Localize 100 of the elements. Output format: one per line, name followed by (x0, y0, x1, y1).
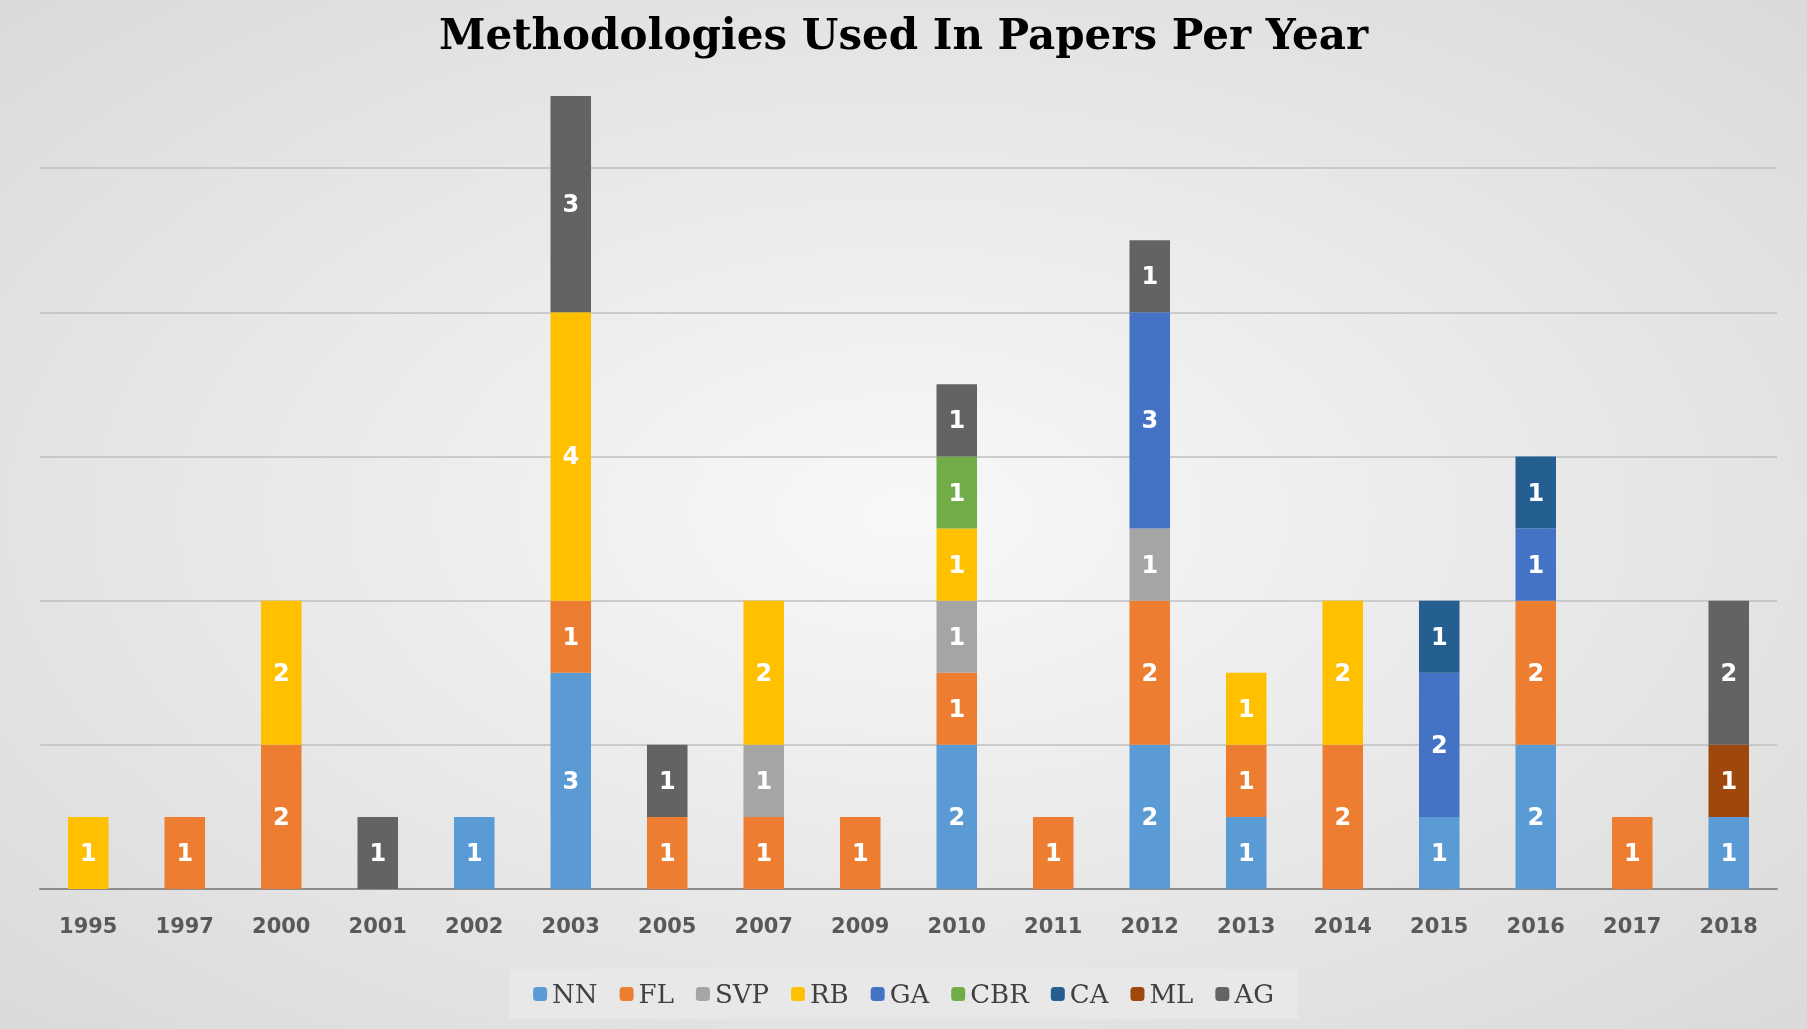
bar (1129, 744, 1171, 889)
bar (1515, 600, 1557, 745)
bar (1032, 816, 1074, 889)
x-tick-label: 2009 (831, 913, 890, 938)
bar (67, 816, 109, 889)
data-label: 1 (1720, 838, 1738, 867)
data-label: 2 (1334, 658, 1352, 687)
data-label: 1 (1623, 838, 1641, 867)
legend-label: SVP (714, 979, 769, 1009)
data-label: 2 (1527, 802, 1545, 831)
bar (1129, 312, 1171, 529)
bar (936, 384, 978, 457)
data-label: 3 (562, 766, 580, 795)
data-label: 1 (176, 838, 194, 867)
data-label: 1 (1237, 838, 1255, 867)
bar (453, 816, 495, 889)
x-tick-label: 2017 (1603, 913, 1662, 938)
data-label: 2 (1720, 658, 1738, 687)
x-tick-label: 2003 (541, 913, 600, 938)
legend-label: GA (889, 979, 931, 1009)
x-tick-label: 2002 (445, 913, 504, 938)
bar (1515, 456, 1557, 529)
bar (1129, 240, 1171, 313)
data-label: 2 (948, 802, 966, 831)
bar (1515, 528, 1557, 601)
bar (1322, 600, 1364, 745)
x-tick-label: 1995 (59, 913, 118, 938)
data-label: 2 (1430, 730, 1448, 759)
bar (1129, 528, 1171, 601)
data-label: 1 (1141, 262, 1159, 291)
bar (839, 816, 881, 889)
legend-label: ML (1149, 979, 1194, 1009)
bar (1708, 600, 1750, 745)
bar (260, 744, 302, 889)
x-tick-label: 2013 (1217, 913, 1276, 938)
x-tick-label: 2005 (638, 913, 697, 938)
data-label: 1 (1720, 766, 1738, 795)
x-tick-label: 2011 (1024, 913, 1083, 938)
bar (357, 816, 399, 889)
bar (936, 744, 978, 889)
data-label: 1 (1430, 622, 1448, 651)
data-label: 1 (948, 406, 966, 435)
data-label: 1 (562, 622, 580, 651)
legend-label: AG (1233, 979, 1274, 1009)
bar (936, 600, 978, 673)
bar (1515, 744, 1557, 889)
bar (1225, 816, 1267, 889)
data-label: 1 (1527, 550, 1545, 579)
legend-label: CA (1069, 979, 1110, 1009)
data-label: 2 (272, 802, 290, 831)
data-label: 3 (1141, 406, 1159, 435)
bar (550, 672, 592, 889)
data-label: 1 (79, 838, 97, 867)
data-label: 3 (562, 190, 580, 219)
bar (260, 600, 302, 745)
bar (550, 312, 592, 601)
x-tick-label: 2016 (1506, 913, 1565, 938)
data-label: 2 (1141, 802, 1159, 831)
bar (550, 96, 592, 313)
chart-title: Methodologies Used In Papers Per Year (438, 9, 1369, 59)
data-label: 1 (948, 550, 966, 579)
bar (164, 816, 206, 889)
data-label: 1 (755, 838, 773, 867)
data-label: 2 (755, 658, 773, 687)
legend-label: NN (552, 979, 598, 1009)
data-label: 1 (948, 478, 966, 507)
bar (1322, 744, 1364, 889)
data-label: 1 (1237, 766, 1255, 795)
bar (1225, 744, 1267, 817)
x-tick-label: 1997 (155, 913, 214, 938)
legend-label: RB (809, 979, 849, 1009)
bar (550, 600, 592, 673)
data-label: 2 (1527, 658, 1545, 687)
data-label: 2 (1141, 658, 1159, 687)
x-tick-label: 2018 (1699, 913, 1758, 938)
data-label: 1 (948, 622, 966, 651)
data-label: 2 (1334, 802, 1352, 831)
bar (646, 744, 688, 817)
x-tick-label: 2000 (252, 913, 311, 938)
data-label: 1 (1044, 838, 1062, 867)
data-label: 1 (851, 838, 869, 867)
bar (1611, 816, 1653, 889)
x-tick-label: 2001 (348, 913, 407, 938)
bar (1418, 600, 1460, 673)
legend-label: FL (638, 979, 674, 1009)
bar (743, 744, 785, 817)
bar (936, 528, 978, 601)
data-label: 1 (658, 838, 676, 867)
x-tick-label: 2015 (1410, 913, 1469, 938)
data-label: 4 (562, 442, 580, 471)
data-label: 1 (465, 838, 483, 867)
data-label: 2 (272, 658, 290, 687)
data-label: 1 (1237, 694, 1255, 723)
data-label: 1 (369, 838, 387, 867)
bar (743, 816, 785, 889)
data-label: 1 (1527, 478, 1545, 507)
bar (1418, 672, 1460, 817)
x-tick-label: 2014 (1313, 913, 1372, 938)
data-label: 1 (755, 766, 773, 795)
data-label: 1 (658, 766, 676, 795)
